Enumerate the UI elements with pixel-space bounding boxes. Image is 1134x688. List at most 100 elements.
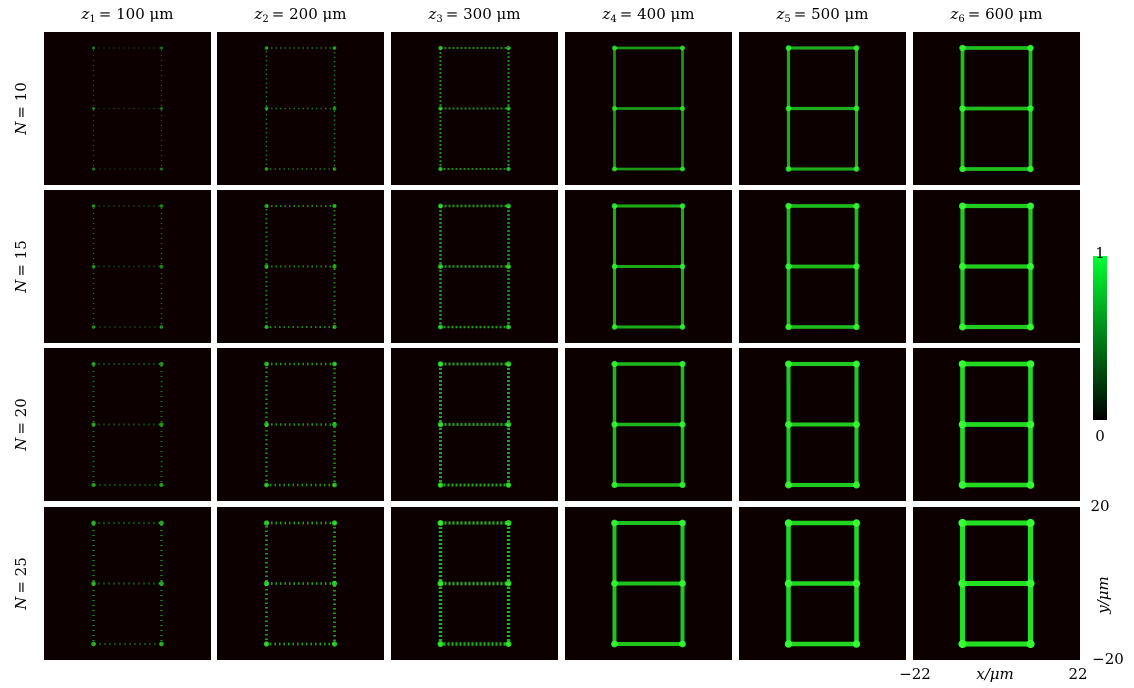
- node: [332, 641, 337, 646]
- subscript: 2: [262, 14, 268, 25]
- node: [854, 45, 860, 51]
- symbol: N: [12, 437, 30, 452]
- node: [785, 361, 792, 368]
- node: [1027, 202, 1034, 209]
- node: [1027, 45, 1034, 52]
- node: [160, 265, 164, 269]
- image-panel: [44, 190, 211, 343]
- node: [959, 323, 966, 330]
- figure: 1 0 20 y/μm −20 −22 x/μm 22 z1= 100 μmz2…: [0, 0, 1134, 688]
- row-label: N= 10: [12, 82, 30, 136]
- colorbar-max: 1: [1095, 244, 1105, 262]
- node: [1027, 105, 1034, 112]
- node: [91, 642, 96, 647]
- node: [959, 263, 966, 270]
- node: [92, 168, 95, 171]
- symbol: z: [81, 5, 90, 23]
- image-panel: [44, 507, 211, 660]
- node: [853, 421, 860, 428]
- node: [92, 265, 96, 269]
- node: [612, 264, 618, 270]
- node: [679, 580, 686, 587]
- node: [506, 46, 510, 50]
- node: [505, 641, 511, 647]
- symbol: N: [12, 279, 30, 294]
- node: [505, 520, 511, 526]
- node: [679, 361, 685, 367]
- x-label: x/μm: [976, 665, 1014, 683]
- node: [612, 324, 618, 330]
- x-left: −22: [899, 665, 931, 683]
- node: [854, 166, 860, 172]
- y-label: y/μm: [1094, 576, 1112, 615]
- node: [958, 579, 966, 587]
- node: [160, 107, 163, 110]
- node: [1027, 421, 1035, 429]
- node: [91, 422, 95, 426]
- row-label: N= 15: [12, 240, 30, 294]
- node: [438, 361, 444, 367]
- node: [333, 107, 337, 111]
- node: [853, 263, 859, 269]
- node: [611, 580, 618, 587]
- node: [160, 47, 163, 50]
- node: [1027, 481, 1035, 489]
- node: [332, 325, 336, 329]
- node: [959, 45, 966, 52]
- image-panel: [217, 507, 384, 660]
- node: [91, 581, 96, 586]
- node: [680, 264, 686, 270]
- value: = 20: [12, 398, 30, 434]
- column-label: z6= 600 μm: [950, 5, 1043, 25]
- node: [679, 421, 685, 427]
- node: [506, 106, 510, 110]
- symbol: N: [12, 596, 30, 611]
- node: [265, 167, 269, 171]
- node: [506, 204, 511, 209]
- node: [92, 325, 96, 329]
- node: [264, 204, 268, 208]
- symbol: z: [428, 5, 437, 23]
- image-panel: [44, 348, 211, 501]
- column-label: z5= 500 μm: [776, 5, 869, 25]
- node: [332, 362, 337, 367]
- node: [506, 422, 512, 428]
- node: [264, 264, 268, 268]
- node: [332, 520, 337, 525]
- image-panel: [217, 32, 384, 185]
- x-right: 22: [1068, 665, 1087, 683]
- subscript: 6: [958, 14, 964, 25]
- y-top: 20: [1090, 497, 1109, 515]
- node: [785, 482, 792, 489]
- node: [332, 422, 337, 427]
- subscript: 1: [89, 14, 95, 25]
- value: = 10: [12, 82, 30, 118]
- value: = 100 μm: [99, 5, 174, 23]
- node: [611, 482, 617, 488]
- node: [853, 361, 860, 368]
- subscript: 3: [436, 14, 442, 25]
- node: [505, 580, 511, 586]
- node: [959, 105, 966, 112]
- column-label: z2= 200 μm: [254, 5, 347, 25]
- node: [506, 361, 512, 367]
- node: [438, 264, 443, 269]
- column-label: z1 = 100 μm: [81, 5, 174, 25]
- value: = 200 μm: [272, 5, 347, 23]
- node: [958, 640, 966, 648]
- node: [438, 325, 443, 330]
- node: [332, 264, 336, 268]
- node: [159, 642, 164, 647]
- node: [438, 46, 442, 50]
- node: [332, 581, 337, 586]
- node: [785, 519, 792, 526]
- node: [91, 483, 95, 487]
- node: [264, 422, 269, 427]
- node: [1027, 360, 1035, 368]
- node: [680, 45, 685, 50]
- node: [437, 641, 443, 647]
- y-bottom: −20: [1092, 650, 1124, 668]
- node: [959, 166, 966, 173]
- node: [612, 45, 617, 50]
- node: [265, 107, 269, 111]
